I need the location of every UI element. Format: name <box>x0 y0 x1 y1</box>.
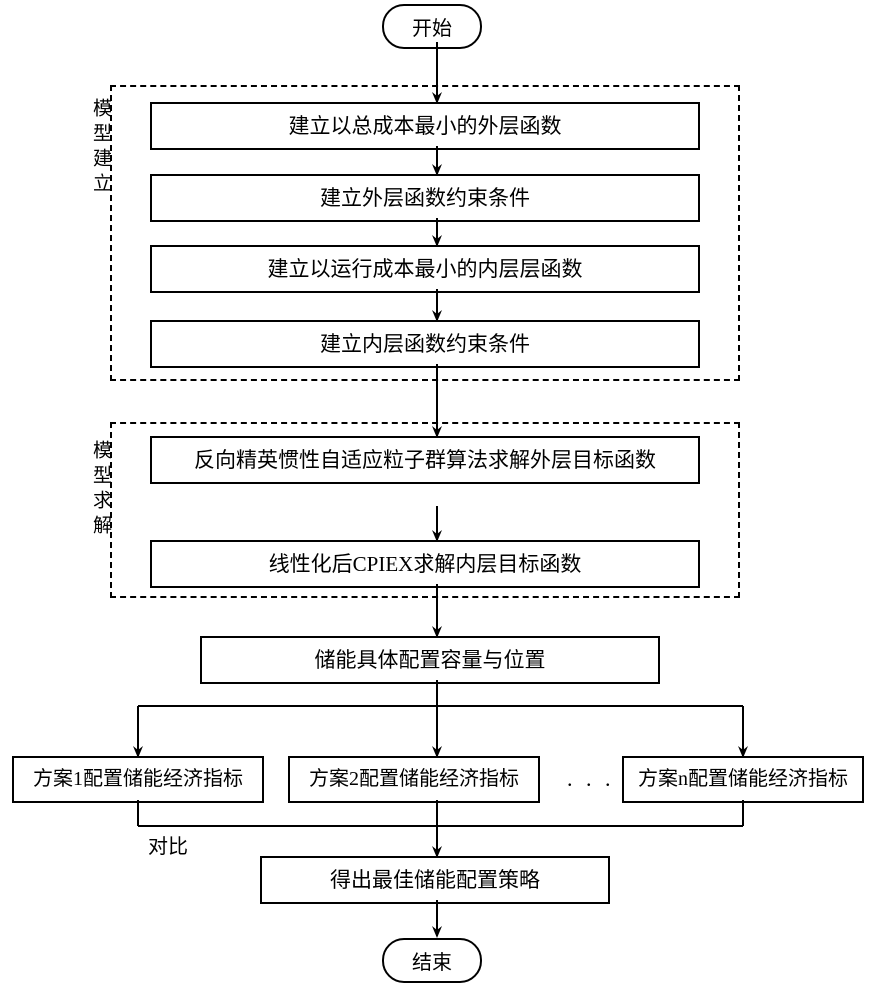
section2-label: 模型求解 <box>87 440 114 540</box>
box4-text: 建立内层函数约束条件 <box>320 332 530 356</box>
box-best-strategy: 得出最佳储能配置策略 <box>260 856 610 904</box>
box-outer-constraint: 建立外层函数约束条件 <box>150 174 700 222</box>
section1-label: 模型建立 <box>87 98 114 198</box>
box6-text: 线性化后CPIEX求解内层目标函数 <box>269 552 582 576</box>
box7-text: 储能具体配置容量与位置 <box>315 648 546 672</box>
optn-text: 方案n配置储能经济指标 <box>638 768 848 790</box>
option-2: 方案2配置储能经济指标 <box>288 756 540 803</box>
end-text: 结束 <box>412 952 452 974</box>
box-outer-cost: 建立以总成本最小的外层函数 <box>150 102 700 150</box>
start-terminal: 开始 <box>382 4 482 49</box>
compare-label: 对比 <box>148 830 188 859</box>
box-inner-constraint: 建立内层函数约束条件 <box>150 320 700 368</box>
opt2-text: 方案2配置储能经济指标 <box>309 768 519 790</box>
box-cplex: 线性化后CPIEX求解内层目标函数 <box>150 540 700 588</box>
opt1-text: 方案1配置储能经济指标 <box>33 768 243 790</box>
box3-text: 建立以运行成本最小的内层层函数 <box>268 257 583 281</box>
end-terminal: 结束 <box>382 938 482 983</box>
box-inner-cost: 建立以运行成本最小的内层层函数 <box>150 245 700 293</box>
box8-text: 得出最佳储能配置策略 <box>330 868 540 892</box>
box1-text: 建立以总成本最小的外层函数 <box>289 114 562 138</box>
box2-text: 建立外层函数约束条件 <box>320 186 530 210</box>
option-n: 方案n配置储能经济指标 <box>622 756 864 803</box>
box-config: 储能具体配置容量与位置 <box>200 636 660 684</box>
box-pso: 反向精英惯性自适应粒子群算法求解外层目标函数 <box>150 436 700 484</box>
start-text: 开始 <box>412 18 452 40</box>
option-1: 方案1配置储能经济指标 <box>12 756 264 803</box>
options-ellipsis: . . . <box>567 766 615 792</box>
box5-text: 反向精英惯性自适应粒子群算法求解外层目标函数 <box>194 448 656 472</box>
